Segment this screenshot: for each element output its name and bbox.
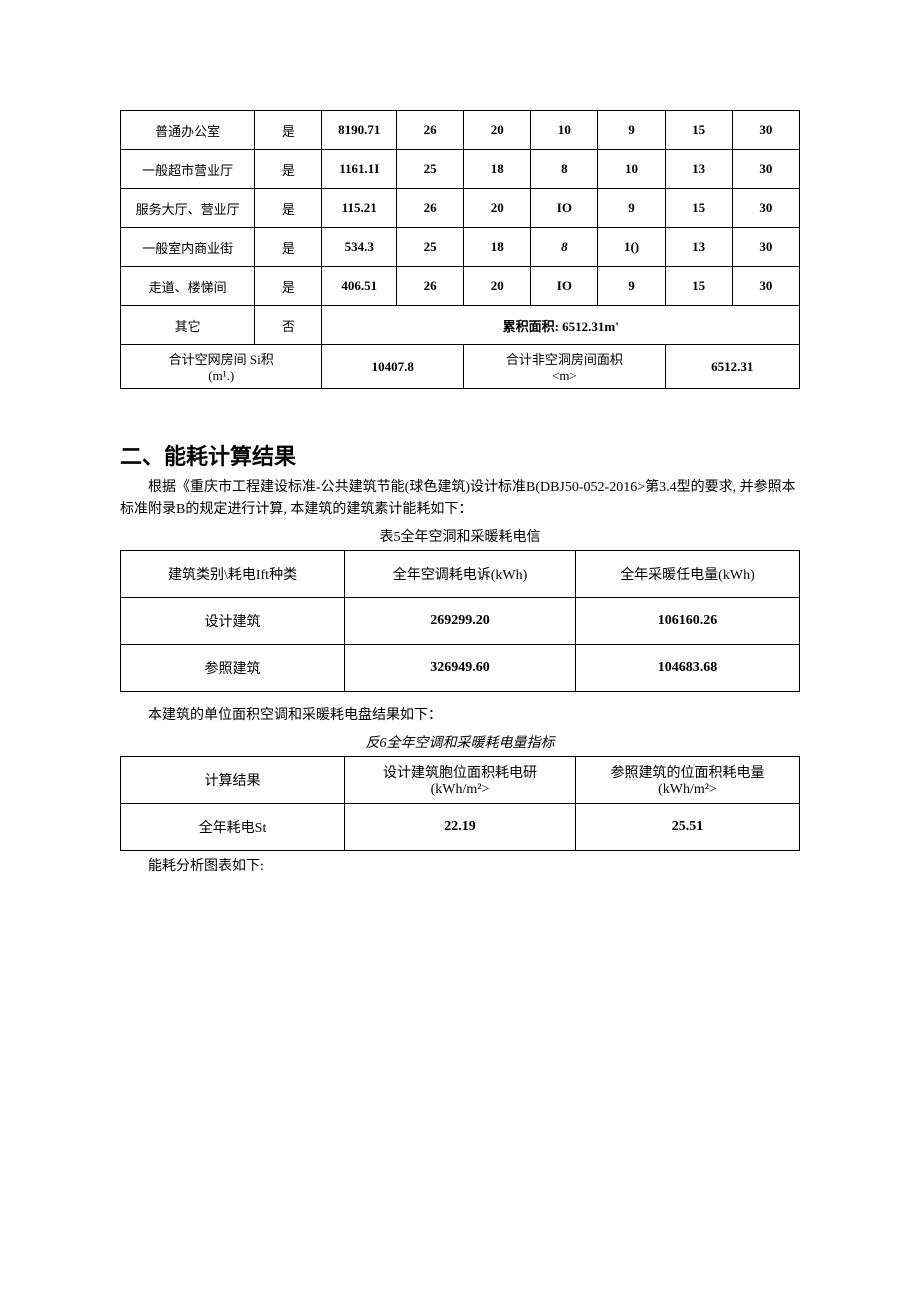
table-cell: IO xyxy=(531,267,598,306)
room-parameters-table: 普通办公室是8190.7126201091530一般超市营业厅是1161.1I2… xyxy=(120,110,800,389)
table-cell: 25 xyxy=(397,228,464,267)
unit-area-note: 本建筑的单位面积空调和采暖耗电盘结果如下： xyxy=(148,704,800,724)
table-cell: 其它 xyxy=(121,306,255,345)
table-cell: 15 xyxy=(665,267,732,306)
table-cell: 20 xyxy=(464,189,531,228)
table-row: 一般室内商业街是534.3251881()1330 xyxy=(121,228,800,267)
table-cell: 13 xyxy=(665,150,732,189)
table-cell: 10 xyxy=(598,150,665,189)
table-cell: 走道、楼悌间 xyxy=(121,267,255,306)
table-cell: 15 xyxy=(665,189,732,228)
table-cell: 8 xyxy=(531,228,598,267)
table-row: 普通办公室是8190.7126201091530 xyxy=(121,111,800,150)
table-row: 服务大厅、营业厅是115.212620IO91530 xyxy=(121,189,800,228)
total-row: 合计空网房间 Si积 (m¹.)10407.8合计非空洞房间面枳 <m>6512… xyxy=(121,345,800,389)
table-cell: 服务大厅、营业厅 xyxy=(121,189,255,228)
table-cell: 26 xyxy=(397,111,464,150)
table-cell: 否 xyxy=(255,306,322,345)
table-cell: 20 xyxy=(464,111,531,150)
table-cell: 30 xyxy=(732,228,799,267)
table-cell: 20 xyxy=(464,267,531,306)
analysis-chart-note: 能耗分析图表如下: xyxy=(148,855,800,875)
table-cell: 是 xyxy=(255,189,322,228)
table-row: 全年耗电St22.1925.51 xyxy=(121,803,800,850)
table6-caption: 反6全年空调和采暖耗电量指标 xyxy=(120,732,800,752)
table-cell: 106160.26 xyxy=(575,597,799,644)
table-cell: 设计建筑 xyxy=(121,597,345,644)
table-cell: 326949.60 xyxy=(345,644,576,691)
section-2-paragraph: 根据《重庆市工程建设标准-公共建筑节能(球色建筑)设计标准B(DBJ50-052… xyxy=(120,477,800,522)
table-cell: 8 xyxy=(531,150,598,189)
table-cell: 1() xyxy=(598,228,665,267)
table-header-cell: 设计建筑胞位面积耗电研 (kWh/m²> xyxy=(345,756,576,803)
table-cell: 22.19 xyxy=(345,803,576,850)
table-cell: 30 xyxy=(732,150,799,189)
table-header-cell: 全年空调耗电诉(kWh) xyxy=(345,550,576,597)
table-cell: 30 xyxy=(732,111,799,150)
table-row: 参照建筑326949.60104683.68 xyxy=(121,644,800,691)
table-cell: 18 xyxy=(464,228,531,267)
table-cell: 10 xyxy=(531,111,598,150)
table-cell: 9 xyxy=(598,111,665,150)
table-cell: 18 xyxy=(464,150,531,189)
table-header-cell: 计算结果 xyxy=(121,756,345,803)
table-header-cell: 全年采暖任电量(kWh) xyxy=(575,550,799,597)
table-cell: 8190.71 xyxy=(322,111,397,150)
annual-consumption-table: 建筑类别\耗电Ift种类全年空调耗电诉(kWh)全年采暖任电量(kWh)设计建筑… xyxy=(120,550,800,692)
table-header-cell: 建筑类别\耗电Ift种类 xyxy=(121,550,345,597)
table-cell: 26 xyxy=(397,267,464,306)
section-2-heading: 二、能耗计算结果 xyxy=(120,439,800,471)
table-cell: 26 xyxy=(397,189,464,228)
table5-caption: 表5全年空洞和采暖耗电信 xyxy=(120,526,800,546)
table-cell: 534.3 xyxy=(322,228,397,267)
table-cell: 普通办公室 xyxy=(121,111,255,150)
table-cell: 全年耗电St xyxy=(121,803,345,850)
table-cell: 9 xyxy=(598,267,665,306)
table-cell: 30 xyxy=(732,267,799,306)
table-cell: 25 xyxy=(397,150,464,189)
table-header-row: 计算结果设计建筑胞位面积耗电研 (kWh/m²>参照建筑的位面积耗电量 (kWh… xyxy=(121,756,800,803)
table-cell: 104683.68 xyxy=(575,644,799,691)
table-cell: 是 xyxy=(255,267,322,306)
table-row: 走道、楼悌间是406.512620IO91530 xyxy=(121,267,800,306)
table-cell: 15 xyxy=(665,111,732,150)
table-cell: 一般室内商业街 xyxy=(121,228,255,267)
table-cell: 13 xyxy=(665,228,732,267)
total-value-right: 6512.31 xyxy=(665,345,799,389)
table-cell: 269299.20 xyxy=(345,597,576,644)
table-header-row: 建筑类别\耗电Ift种类全年空调耗电诉(kWh)全年采暖任电量(kWh) xyxy=(121,550,800,597)
unit-area-consumption-table: 计算结果设计建筑胞位面积耗电研 (kWh/m²>参照建筑的位面积耗电量 (kWh… xyxy=(120,756,800,851)
merged-area-cell: 累积面积: 6512.31m' xyxy=(322,306,800,345)
table-cell: 1161.1I xyxy=(322,150,397,189)
table-cell: 参照建筑 xyxy=(121,644,345,691)
total-label-left: 合计空网房间 Si积 (m¹.) xyxy=(121,345,322,389)
table-cell: IO xyxy=(531,189,598,228)
table-header-cell: 参照建筑的位面积耗电量 (kWh/m²> xyxy=(575,756,799,803)
table-cell: 406.51 xyxy=(322,267,397,306)
table-cell: 是 xyxy=(255,228,322,267)
other-row: 其它否累积面积: 6512.31m' xyxy=(121,306,800,345)
total-label-right: 合计非空洞房间面枳 <m> xyxy=(464,345,665,389)
table-cell: 115.21 xyxy=(322,189,397,228)
page-content: 普通办公室是8190.7126201091530一般超市营业厅是1161.1I2… xyxy=(0,0,920,915)
table-cell: 25.51 xyxy=(575,803,799,850)
table-cell: 一般超市营业厅 xyxy=(121,150,255,189)
total-value-left: 10407.8 xyxy=(322,345,464,389)
table-cell: 30 xyxy=(732,189,799,228)
table-row: 设计建筑269299.20106160.26 xyxy=(121,597,800,644)
table-cell: 9 xyxy=(598,189,665,228)
table-cell: 是 xyxy=(255,150,322,189)
table-cell: 是 xyxy=(255,111,322,150)
table-row: 一般超市营业厅是1161.1I25188101330 xyxy=(121,150,800,189)
